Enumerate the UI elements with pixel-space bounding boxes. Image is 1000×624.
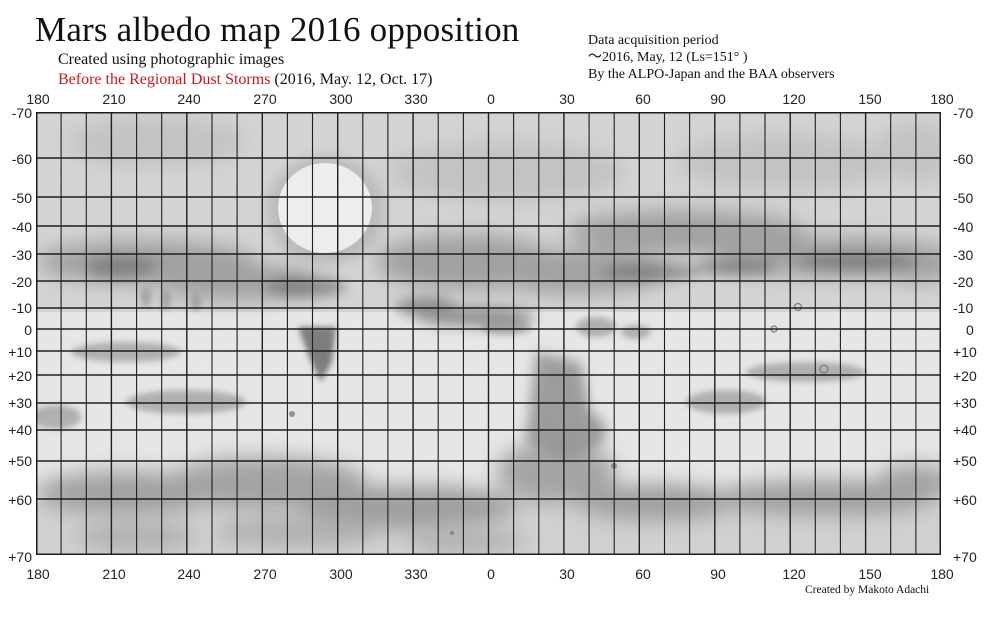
longitude-gridlines: [60, 112, 917, 555]
lat-label: +50: [953, 453, 977, 469]
lon-label: 270: [253, 91, 277, 107]
lat-label: -60: [11, 151, 32, 167]
latitude-gridlines: [36, 157, 941, 500]
lon-label: 30: [559, 91, 575, 107]
author-credit: Created by Makoto Adachi: [805, 584, 930, 596]
lon-label: 180: [930, 91, 954, 107]
lat-label: 0: [966, 322, 974, 338]
info-line-1: Data acquisition period: [588, 33, 719, 48]
lat-label: +30: [953, 395, 977, 411]
lon-label: 180: [26, 566, 50, 582]
lat-label: -30: [953, 247, 974, 263]
lat-label: -20: [11, 274, 32, 290]
lon-label: 330: [404, 91, 428, 107]
lon-label: 270: [253, 566, 277, 582]
lon-label: 150: [858, 566, 882, 582]
lon-label: 210: [102, 566, 126, 582]
lon-label: 180: [26, 91, 50, 107]
lat-label: -20: [953, 274, 974, 290]
lon-label: 60: [635, 566, 651, 582]
lat-label: 0: [24, 322, 32, 338]
lat-label: +20: [953, 368, 977, 384]
lon-label: 300: [329, 91, 353, 107]
period-line: Before the Regional Dust Storms (2016, M…: [58, 71, 432, 89]
map-title: Mars albedo map 2016 opposition: [35, 10, 520, 49]
info-line-2: 〜2016, May, 12 (Ls=151° ): [588, 50, 748, 65]
lat-label: -70: [11, 105, 32, 121]
period-label-red: Before the Regional Dust Storms: [58, 71, 271, 88]
lon-label: 150: [858, 91, 882, 107]
lat-label: +20: [8, 368, 32, 384]
lat-label: -70: [953, 105, 974, 121]
lat-label: +40: [953, 422, 977, 438]
lon-label: 90: [710, 566, 726, 582]
lat-label: -40: [11, 219, 32, 235]
lat-label: +50: [8, 453, 32, 469]
lon-label: 300: [329, 566, 353, 582]
albedo-map-drawing: [36, 112, 941, 555]
lon-label: 330: [404, 566, 428, 582]
lon-label: 180: [930, 566, 954, 582]
lat-label: +10: [953, 344, 977, 360]
lat-label: +70: [953, 549, 977, 565]
lat-label: +10: [8, 344, 32, 360]
lat-label: -40: [953, 219, 974, 235]
lat-label: -50: [11, 190, 32, 206]
lat-label: +60: [953, 492, 977, 508]
lat-label: +40: [8, 422, 32, 438]
lon-label: 0: [487, 566, 495, 582]
lat-label: -50: [953, 190, 974, 206]
lat-label: -60: [953, 151, 974, 167]
period-dates: (2016, May. 12, Oct. 17): [270, 71, 433, 88]
lon-label: 30: [559, 566, 575, 582]
lon-label: 120: [782, 566, 806, 582]
lat-label: -10: [11, 300, 32, 316]
lon-label: 240: [177, 91, 201, 107]
lon-label: 60: [635, 91, 651, 107]
lat-label: -30: [11, 247, 32, 263]
lat-label: +70: [8, 549, 32, 565]
acquisition-info: Data acquisition period 〜2016, May, 12 (…: [588, 32, 835, 83]
map-subtitle: Created using photographic images: [58, 51, 285, 68]
info-line-3: By the ALPO-Japan and the BAA observers: [588, 67, 835, 82]
lon-label: 240: [177, 566, 201, 582]
albedo-map: [36, 112, 941, 555]
map-border: [36, 112, 941, 555]
lon-label: 210: [102, 91, 126, 107]
lon-label: 120: [782, 91, 806, 107]
lat-label: +30: [8, 395, 32, 411]
lat-label: +60: [8, 492, 32, 508]
lon-label: 0: [487, 91, 495, 107]
lat-label: -10: [953, 300, 974, 316]
lon-label: 90: [710, 91, 726, 107]
